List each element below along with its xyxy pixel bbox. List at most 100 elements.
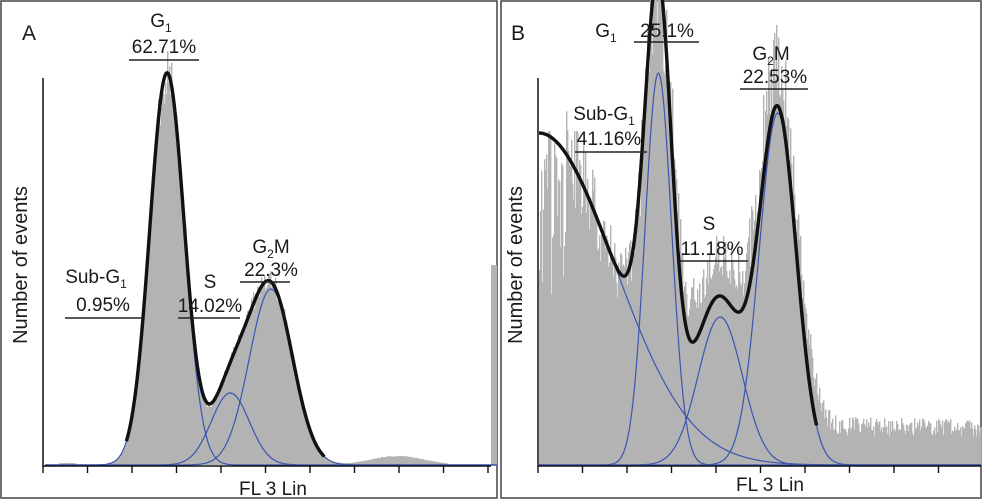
- panel-b-gate-g2m-name: G2M: [752, 44, 789, 68]
- panel-a-histogram-bar: [229, 365, 231, 465]
- panel-b-histogram-bar: [907, 425, 909, 465]
- panel-a-histogram-bar: [331, 461, 333, 465]
- panel-a-histogram-bar: [122, 451, 124, 465]
- panel-b-gate-g2m-name-base: G: [752, 44, 767, 65]
- panel-a-histogram-bar: [176, 115, 178, 465]
- panel-b-histogram-bar: [603, 220, 605, 465]
- panel-a-gate-s-percent: 14.02%: [178, 296, 243, 317]
- panel-a-histogram-bar: [267, 284, 269, 465]
- panel-a-histogram-bar: [397, 455, 399, 465]
- panel-b-histogram-bar: [678, 193, 680, 465]
- panel-b-histogram-bar: [617, 297, 619, 465]
- panel-b-histogram-bar: [891, 431, 893, 465]
- panel-b-histogram-bar: [753, 229, 755, 465]
- panel-a-histogram-bar: [175, 130, 177, 466]
- panel-a-histogram-bar: [258, 294, 260, 465]
- panel-b-histogram-bar: [563, 276, 565, 465]
- panel-b-histogram-bar: [565, 232, 567, 465]
- panel-a-histogram-bar: [304, 413, 306, 465]
- panel-b-histogram-bar: [624, 267, 626, 465]
- panel-b-histogram-bar: [661, 0, 663, 465]
- panel-a-histogram-bar: [350, 462, 352, 465]
- panel-b-histogram-bar: [942, 420, 944, 465]
- panel-a-histogram-bar: [353, 462, 355, 465]
- panel-a-histogram-bar: [162, 90, 164, 465]
- panel-b-histogram-bar: [961, 435, 963, 465]
- panel-a-histogram-bar: [69, 463, 71, 465]
- panel-a-gate-sub-g1-percent: 0.95%: [76, 295, 130, 316]
- panel-b-histogram-bar: [702, 277, 704, 465]
- panel-a-histogram-bar: [123, 449, 125, 465]
- panel-a-fit-g2m-curve: [45, 288, 497, 466]
- panel-a-histogram-bar: [212, 402, 214, 465]
- panel-b-histogram-bar: [580, 164, 582, 465]
- panel-a-histogram-bar: [272, 282, 274, 465]
- panel-a-histogram-bar: [116, 459, 118, 465]
- panel-b-histogram-bar: [792, 196, 794, 465]
- panel-b-histogram-bar: [912, 433, 914, 465]
- panel-a-histogram-bar: [181, 196, 183, 466]
- panel-b-histogram-bar: [726, 270, 728, 465]
- panel-b-histogram-bar: [590, 197, 592, 465]
- panel-b-gate-g1-name-base: G: [595, 21, 610, 42]
- panel-a-histogram-bar: [146, 280, 148, 465]
- panel-b-histogram-bar: [558, 179, 560, 465]
- panel-b-histogram-bar: [634, 253, 636, 465]
- panel-a-histogram-bar: [371, 459, 373, 465]
- panel-b-histogram-bar: [898, 430, 900, 465]
- panel-b-histogram-bar: [855, 417, 857, 465]
- panel-a-histogram-bar: [306, 420, 308, 465]
- panel-a-histogram-bar: [206, 402, 208, 465]
- panel-b-histogram-bar: [718, 240, 720, 465]
- panel-b-histogram-bar: [601, 233, 603, 465]
- panel-b-histogram-bar: [881, 427, 883, 465]
- panel-b-histogram-bar: [574, 131, 576, 465]
- panel-b-gate-sub-g1-percent: 41.16%: [577, 129, 642, 150]
- panel-b-histogram-bar: [621, 254, 623, 465]
- panel-b-histogram-bar: [614, 243, 616, 465]
- panel-a-histogram-bar: [333, 461, 335, 465]
- panel-b-histogram-bar: [683, 291, 685, 465]
- panel-a-histogram-bar: [426, 460, 428, 465]
- panel-a-histogram-bar: [443, 462, 445, 465]
- panel-a-histogram-bar: [415, 458, 417, 465]
- panel-b-histogram-bar: [703, 269, 705, 465]
- panel-b-histogram-bar: [616, 282, 618, 465]
- panel-a-histogram-bar: [352, 462, 354, 465]
- panel-b-histogram-bar: [600, 261, 602, 465]
- panel-a-histogram-bar: [378, 458, 380, 465]
- panel-a-histogram-bar: [438, 462, 440, 465]
- panel-a-histogram-bar: [149, 234, 151, 465]
- panel-a-histogram-bar: [315, 444, 317, 465]
- panel-a-histogram-bar: [370, 459, 372, 465]
- panel-a-histogram-bar: [295, 374, 297, 465]
- panel-a-histogram-bar: [139, 356, 141, 465]
- panel-b-histogram-bar: [750, 266, 752, 465]
- panel-a-histogram-bar: [224, 371, 226, 465]
- panel-b: B Number of events FL 3 Lin G1 25.1% Sub…: [500, 0, 982, 499]
- panel-b-histogram-bar: [966, 421, 968, 465]
- panel-b-histogram-bar: [754, 220, 756, 465]
- panel-b-histogram-bar: [724, 257, 726, 465]
- panel-b-histogram-bar: [968, 421, 970, 465]
- panel-b-histogram-bar: [804, 303, 806, 465]
- panel-a-histogram-bar: [305, 416, 307, 465]
- panel-b-histogram-bar: [673, 157, 675, 466]
- panel-b-x-axis-label: FL 3 Lin: [736, 475, 804, 496]
- panel-b-histogram-bar: [596, 216, 598, 465]
- panel-b-histogram-bar: [926, 427, 928, 465]
- panel-b-gate-g2m-name-sub: 2: [767, 54, 774, 68]
- panel-b-histogram-bar: [675, 168, 677, 465]
- panel-a-gate-g1-name: G1: [150, 11, 172, 35]
- panel-a-histogram-bar: [62, 463, 64, 465]
- panel-a-histogram-bar: [330, 460, 332, 465]
- panel-b-histogram-bar: [861, 424, 863, 465]
- panel-b-histogram-bar: [785, 60, 787, 465]
- panel-a-histogram-bar: [292, 357, 294, 465]
- panel-b-histogram-bar: [779, 94, 781, 465]
- panel-b-histogram-bar: [778, 37, 780, 466]
- panel-b-histogram-bar: [734, 279, 736, 465]
- panel-a-gate-g1-name-sub: 1: [165, 21, 172, 35]
- panel-b-histogram-bar: [682, 252, 684, 465]
- panel-b-histogram-bar: [773, 39, 775, 465]
